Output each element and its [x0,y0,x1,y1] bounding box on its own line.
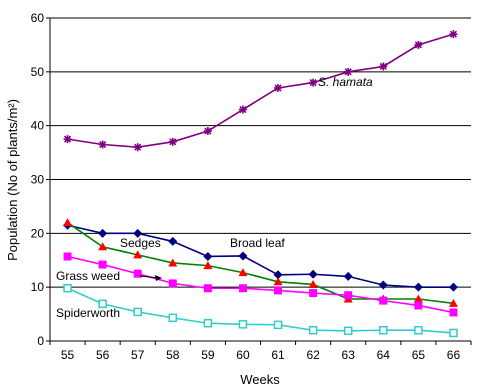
x-tick-label: 60 [236,348,250,362]
data-point-grass-weed [379,296,388,305]
y-tick-label: 50 [31,65,45,79]
x-tick-label: 61 [271,348,285,362]
series-line-sedges [67,221,454,305]
data-point-grass-weed [98,260,107,269]
data-point-sedges [133,250,143,259]
data-point-grass-weed [238,284,247,293]
series-s-hamata [63,30,458,152]
data-point-spiderworth [273,320,283,330]
series-label: S. hamata [318,75,373,89]
data-point-s-hamata [274,83,283,92]
data-point-broad-leaf [273,270,283,280]
data-point-grass-weed [344,291,353,300]
x-tick-label: 66 [447,348,461,362]
y-tick-label: 60 [31,11,45,25]
data-point-broad-leaf [133,228,143,238]
data-point-broad-leaf [238,251,248,261]
x-tick-labels: 55 56 57 58 59 60 61 62 63 64 65 66 [49,341,472,362]
y-tick-labels: 0 10 20 30 40 50 60 [31,11,50,348]
x-tick-label: 64 [377,348,391,362]
series-label: Grass weed [56,269,120,283]
series-label: Spiderworth [56,306,120,320]
data-point-grass-weed [133,269,142,278]
data-point-s-hamata [63,135,72,144]
data-point-s-hamata [344,67,353,76]
data-point-broad-leaf [378,280,388,290]
series-label: Broad leaf [230,236,285,250]
x-tick-label: 57 [131,348,145,362]
data-point-broad-leaf [448,282,458,292]
data-point-spiderworth [203,318,213,328]
series-grass-weed [63,252,458,317]
data-point-spiderworth [308,325,318,335]
data-point-s-hamata [449,30,458,39]
series-sedges [63,218,458,307]
series-layer [63,30,458,338]
data-point-s-hamata [379,62,388,71]
data-point-grass-weed [63,252,72,261]
data-point-broad-leaf [413,282,423,292]
x-tick-label: 56 [96,348,110,362]
data-point-grass-weed [449,308,458,317]
series-broad-leaf [63,220,458,292]
data-point-sedges [413,294,423,303]
data-point-grass-weed [274,286,283,295]
data-point-spiderworth [238,320,248,329]
data-point-sedges [98,242,108,251]
data-point-spiderworth [63,283,72,293]
data-point-sedges [238,268,248,277]
annotation-arrowhead [155,275,162,281]
y-tick-label: 0 [37,334,44,348]
y-tick-label: 10 [31,280,45,294]
data-point-grass-weed [309,289,318,298]
x-axis-title: Weeks [240,372,280,387]
x-tick-label: 62 [306,348,320,362]
series-line-spiderworth [67,287,454,334]
series-line-grass-weed [67,255,454,314]
data-point-s-hamata [414,40,423,49]
data-point-s-hamata [98,140,107,149]
data-point-broad-leaf [98,228,108,238]
series-line-s-hamata [67,33,454,149]
data-point-sedges [168,258,178,267]
x-tick-label: 58 [166,348,180,362]
series-line-broad-leaf [67,224,454,288]
data-point-sedges [203,261,213,270]
data-point-s-hamata [203,127,212,136]
data-point-sedges [273,277,283,286]
series-annotations: S. hamata Broad leaf Sedges Grass weed Spide… [56,75,373,320]
data-point-spiderworth [98,299,107,309]
data-point-s-hamata [133,143,142,152]
y-tick-label: 20 [31,226,45,240]
data-point-sedges [308,279,318,288]
data-point-broad-leaf [308,269,318,279]
data-point-broad-leaf [168,236,178,246]
data-point-sedges [448,298,458,307]
data-point-broad-leaf [203,251,213,261]
data-point-broad-leaf [343,271,353,281]
data-point-spiderworth [379,325,388,335]
series-label: Sedges [120,236,161,250]
data-point-grass-weed [168,279,177,288]
y-tick-label: 40 [31,119,45,133]
data-point-s-hamata [309,78,318,87]
data-point-s-hamata [238,105,247,114]
x-tick-label: 63 [342,348,356,362]
data-point-sedges [63,218,73,227]
y-axis-title: Population (No of plants/m²) [5,99,20,261]
x-tick-label: 55 [61,348,75,362]
y-tick-label: 30 [31,173,45,187]
data-point-spiderworth [414,325,423,335]
x-tick-label: 65 [412,348,426,362]
data-point-grass-weed [203,284,212,293]
data-point-spiderworth [168,313,178,323]
data-point-s-hamata [168,137,177,146]
data-point-spiderworth [449,328,458,338]
series-spiderworth [63,283,458,338]
data-point-grass-weed [414,301,423,310]
x-tick-label: 59 [201,348,215,362]
data-point-spiderworth [343,326,353,336]
data-point-spiderworth [133,307,142,317]
